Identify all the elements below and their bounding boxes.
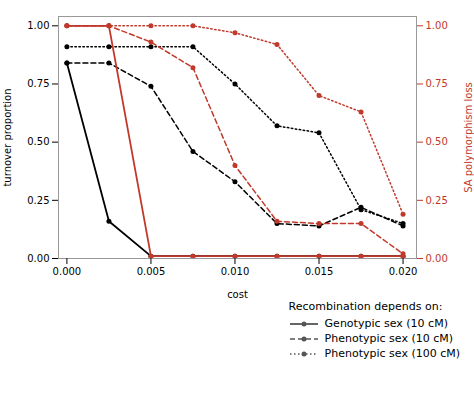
svg-text:0.005: 0.005 (137, 266, 166, 277)
svg-text:0.75: 0.75 (27, 78, 49, 89)
svg-text:SA polymorphism loss: SA polymorphism loss (463, 82, 474, 193)
html-text:Phenotypic sex (10 cM): Phenotypic sex (10 cM) (324, 332, 453, 345)
svg-text:0.010: 0.010 (221, 266, 250, 277)
svg-text:turnover proportion: turnover proportion (2, 88, 13, 186)
svg-text:0.00: 0.00 (426, 253, 448, 264)
html-text:Recombination depends on:: Recombination depends on: (288, 300, 443, 313)
svg-text:0.75: 0.75 (426, 78, 448, 89)
svg-text:0.50: 0.50 (27, 136, 49, 147)
svg-text:0.020: 0.020 (389, 266, 418, 277)
svg-text:0.000: 0.000 (53, 266, 82, 277)
svg-text:0.25: 0.25 (426, 195, 448, 206)
svg-text:0.25: 0.25 (27, 195, 49, 206)
html-text:Phenotypic sex (100 cM): Phenotypic sex (100 cM) (324, 347, 460, 360)
svg-text:1.00: 1.00 (27, 20, 49, 31)
html-text:Genotypic sex (10 cM): Genotypic sex (10 cM) (324, 317, 448, 330)
svg-text:cost: cost (227, 289, 248, 300)
svg-text:1.00: 1.00 (426, 20, 448, 31)
svg-text:0.00: 0.00 (27, 253, 49, 264)
svg-text:0.015: 0.015 (305, 266, 334, 277)
svg-text:0.50: 0.50 (426, 136, 448, 147)
